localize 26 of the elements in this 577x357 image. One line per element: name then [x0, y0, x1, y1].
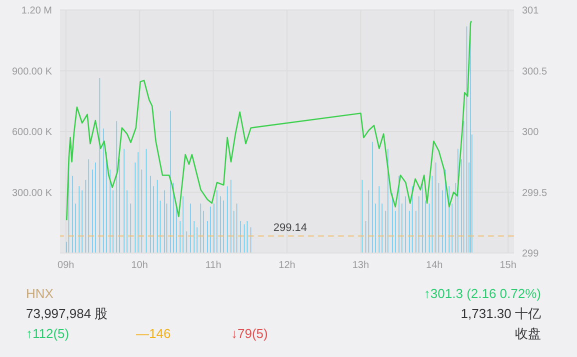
y2-tick-label: 300.5 [522, 66, 548, 78]
y2-tick-label: 300 [522, 127, 540, 138]
y-tick-label: 300.00 K [12, 188, 52, 199]
x-tick-label: 12h [278, 260, 296, 272]
y2-tick-label: 299.5 [522, 188, 548, 199]
x-tick-label: 10h [131, 260, 148, 272]
text: 收盘 [515, 325, 541, 343]
text: ↑112(5) [26, 325, 70, 343]
text: 73,997,984 股 [26, 305, 108, 323]
x-tick-label: 09h [58, 260, 74, 272]
y-tick-label: 600.00 K [12, 127, 52, 138]
x-tick-label: 14h [426, 260, 443, 272]
y2-tick-label: 299 [522, 248, 540, 260]
text: 1,731.30 十亿 [460, 305, 541, 323]
text: ↑301.3 (2.16 0.72%) [424, 285, 541, 303]
text: ↓79(5) [231, 325, 268, 343]
y-tick-label: 1.20 M [21, 6, 52, 17]
x-tick-label: 15h [500, 260, 516, 272]
line-series [66, 20, 472, 221]
y-tick-label: 900.00 K [12, 66, 52, 78]
text: HNX [26, 285, 54, 303]
x-tick-label: 11h [205, 260, 222, 272]
ref-line-label: 299.14 [273, 222, 308, 234]
x-tick-label: 13h [352, 260, 370, 272]
text: —146 [136, 325, 172, 343]
y2-tick-label: 301 [522, 6, 540, 17]
